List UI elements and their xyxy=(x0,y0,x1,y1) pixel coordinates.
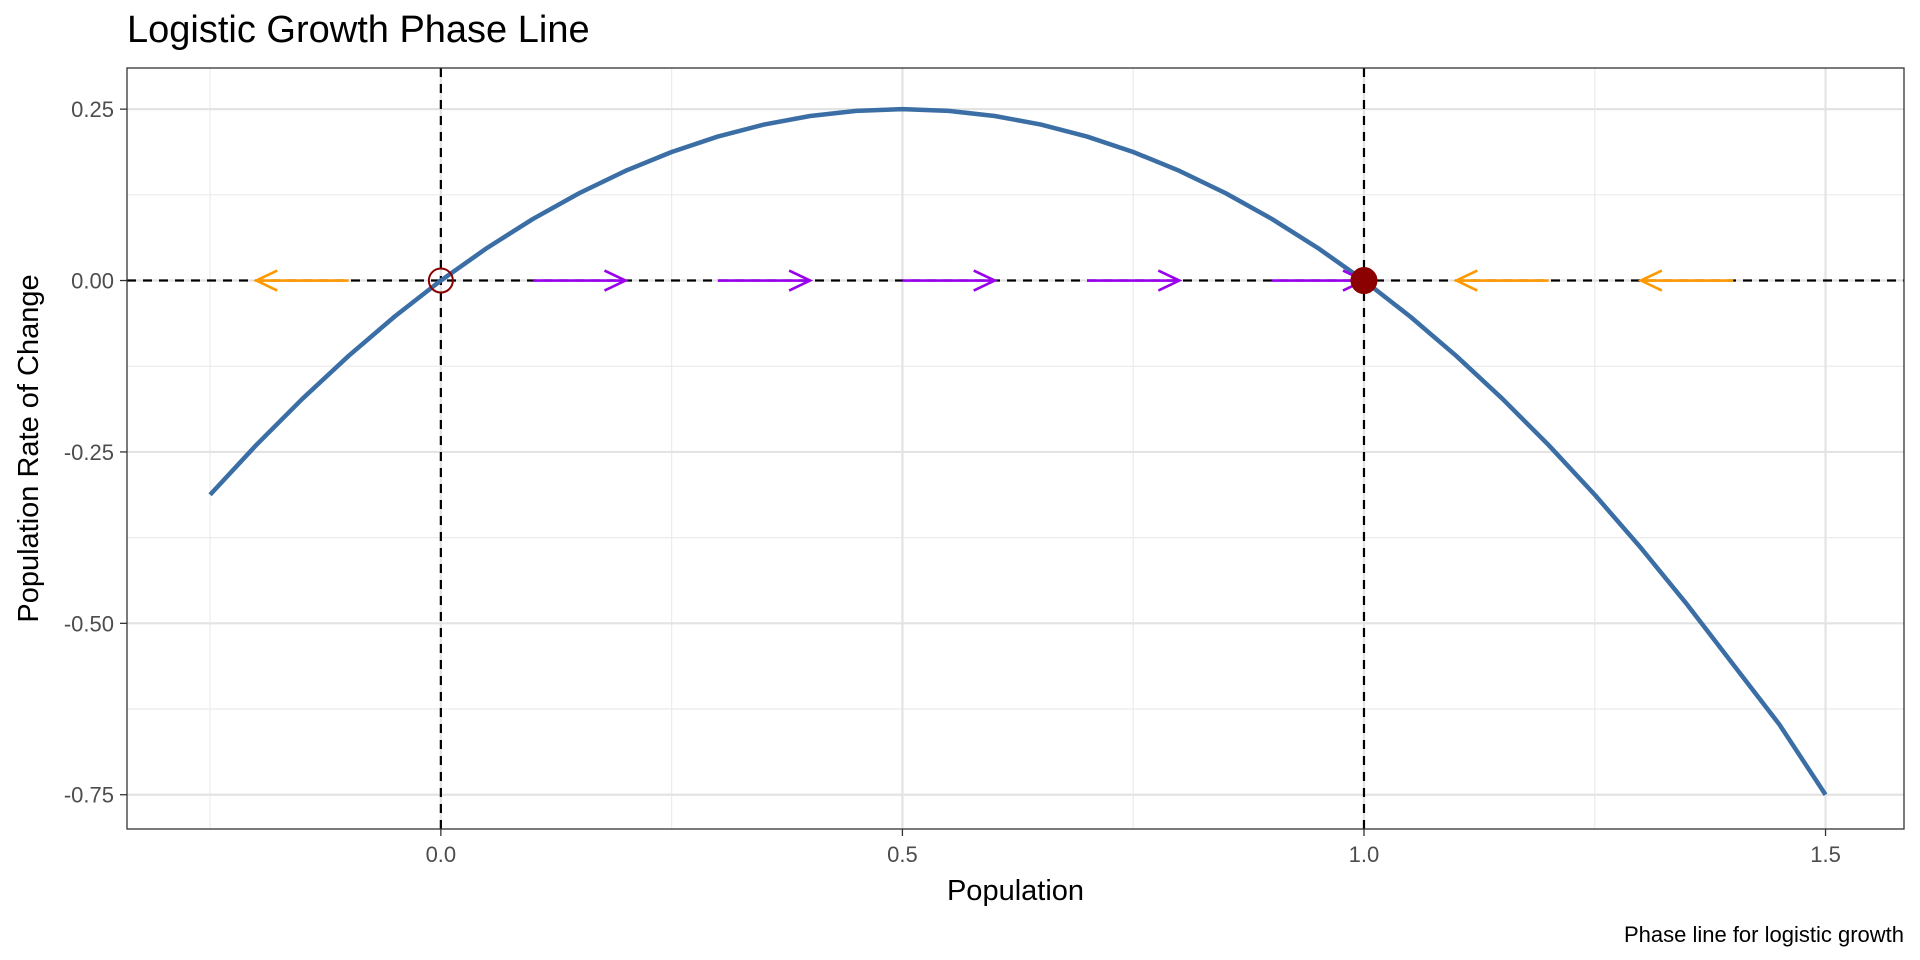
grid-layer xyxy=(127,68,1904,829)
phase-arrow xyxy=(253,269,349,292)
phase-arrow xyxy=(1271,269,1368,292)
unstable-equilibrium-point xyxy=(427,267,454,294)
equilibrium-points xyxy=(427,267,1378,295)
phase-arrow xyxy=(1637,269,1734,292)
phase-arrow-head xyxy=(788,269,814,292)
phase-arrow-head xyxy=(253,269,278,292)
y-tick-label: 0.00 xyxy=(71,269,114,294)
phase-arrow-head xyxy=(973,269,998,292)
phase-arrow-head xyxy=(1157,269,1183,292)
y-tick-label: -0.50 xyxy=(64,611,114,636)
phase-arrow-head xyxy=(1637,269,1663,292)
axis-ticks: 0.0 0.5 1.0 1.5 0.25 0.00 -0.25 -0.50 -0.75 xyxy=(64,97,1841,867)
x-tick-label: 0.0 xyxy=(426,842,457,867)
phase-arrow xyxy=(1087,269,1183,292)
chart-caption: Phase line for logistic growth xyxy=(1624,922,1904,947)
chart-title: Logistic Growth Phase Line xyxy=(127,9,590,51)
stable-equilibrium-point xyxy=(1350,267,1378,295)
reference-lines xyxy=(127,68,1904,829)
phase-arrow xyxy=(1453,269,1549,292)
y-tick-label: -0.25 xyxy=(64,440,114,465)
phase-arrow xyxy=(717,269,814,292)
phase-arrow xyxy=(902,269,998,292)
series-layer xyxy=(208,106,1828,796)
x-axis-title: Population xyxy=(947,875,1084,907)
growth-rate-curve xyxy=(208,106,1828,796)
phase-arrow-head xyxy=(1453,269,1478,292)
panel-border xyxy=(126,67,1905,830)
phase-arrow-head xyxy=(603,269,629,292)
y-axis-title: Population Rate of Change xyxy=(13,274,45,622)
y-tick-label: -0.75 xyxy=(64,783,114,808)
x-tick-label: 1.5 xyxy=(1810,842,1841,867)
y-tick-label: 0.25 xyxy=(71,97,114,122)
phase-arrow xyxy=(533,269,629,292)
x-tick-label: 1.0 xyxy=(1349,842,1380,867)
x-tick-label: 0.5 xyxy=(887,842,918,867)
